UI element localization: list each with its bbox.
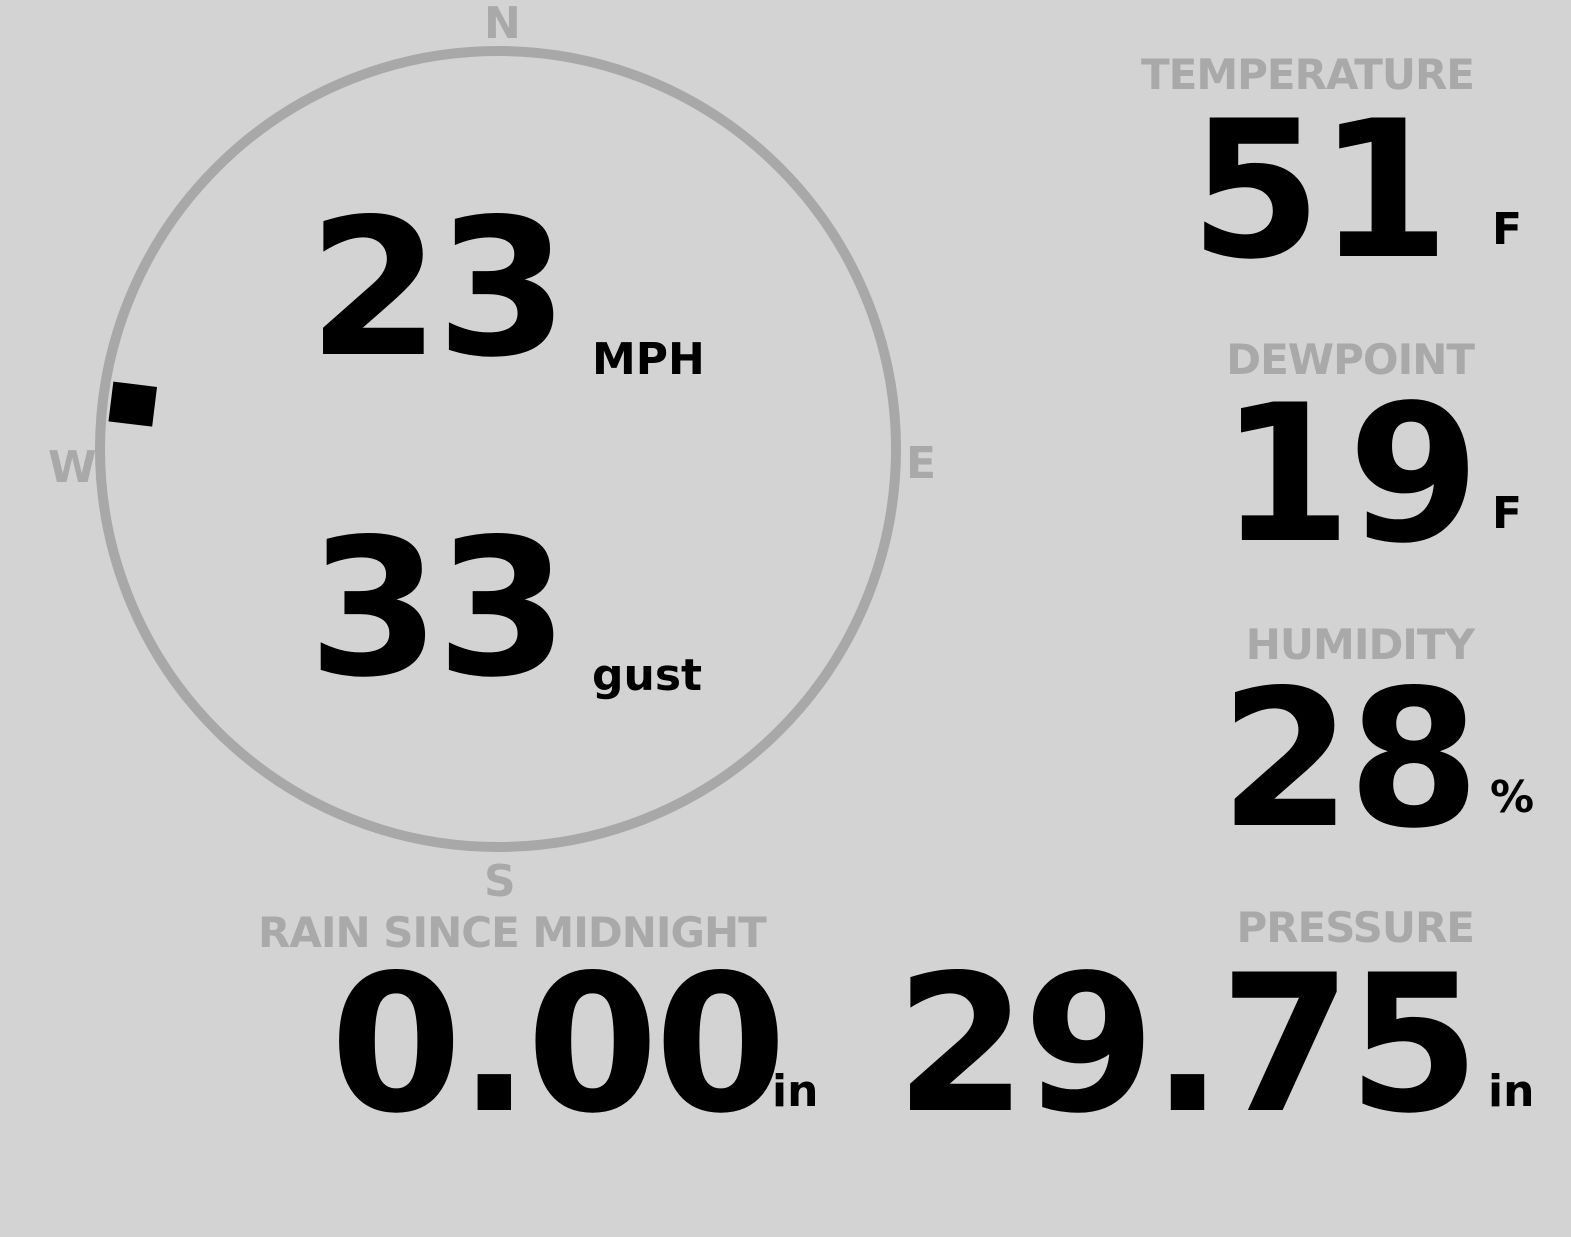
- pressure-unit: in: [1488, 1066, 1535, 1117]
- dewpoint-value: 19: [1219, 364, 1480, 585]
- wind-direction-marker: [108, 381, 158, 427]
- wind-speed-unit: MPH: [592, 334, 705, 385]
- temperature-unit: F: [1492, 204, 1523, 255]
- compass-ring: [95, 46, 901, 852]
- dewpoint-unit: F: [1492, 488, 1523, 539]
- rain-value: 0.00: [330, 934, 787, 1155]
- wind-gust-value: 33: [308, 498, 568, 719]
- compass-north: N: [484, 0, 521, 49]
- pressure-label: PRESSURE: [1236, 903, 1475, 952]
- rain-unit: in: [772, 1066, 819, 1117]
- humidity-value: 28: [1219, 649, 1480, 870]
- rain-label: RAIN SINCE MIDNIGHT: [258, 908, 767, 957]
- wind-speed-value: 23: [308, 178, 568, 399]
- dewpoint-label: DEWPOINT: [1226, 335, 1475, 384]
- humidity-unit: %: [1490, 772, 1535, 823]
- compass-east: E: [906, 438, 937, 489]
- compass-south: S: [484, 856, 516, 907]
- wind-gust-unit: gust: [592, 650, 703, 701]
- temperature-value: 51: [1189, 80, 1450, 301]
- humidity-label: HUMIDITY: [1245, 620, 1475, 669]
- compass-west: W: [48, 442, 97, 493]
- pressure-value: 29.75: [895, 934, 1480, 1155]
- temperature-label: TEMPERATURE: [1141, 50, 1475, 99]
- wind-compass: [95, 46, 901, 852]
